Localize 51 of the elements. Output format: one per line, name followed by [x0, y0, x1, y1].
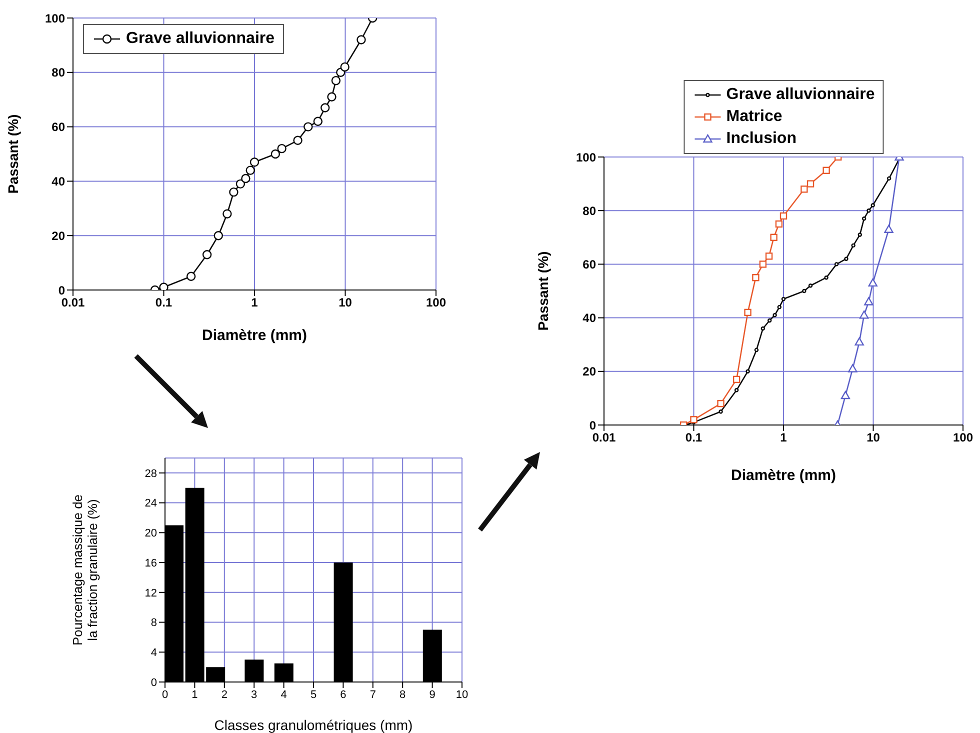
y-tick-label: 100: [44, 11, 66, 26]
x-tick-label: 4: [280, 688, 287, 701]
y-tick-label: 40: [52, 174, 66, 188]
x-tick-label: 10: [866, 430, 880, 445]
y-tick-label: 60: [52, 120, 66, 134]
x-tick-label: 8: [400, 688, 406, 701]
x-tick-label: 1: [192, 688, 198, 701]
y-tick-label: 20: [52, 228, 66, 243]
y-tick-label: 0: [58, 283, 66, 298]
x-tick-label: 100: [952, 430, 974, 445]
x-tick-label: 5: [310, 688, 317, 701]
x-tick-label: 100: [426, 296, 446, 310]
y-tick-label: 20: [144, 528, 157, 540]
x-tick-label: 1: [780, 430, 788, 445]
x-tick-label: 0.1: [685, 430, 702, 445]
y-axis-title: Passant (%): [535, 251, 551, 331]
y-tick-label: 80: [52, 66, 66, 80]
x-tick-label: 7: [370, 688, 376, 701]
y-tick-label: 8: [150, 617, 157, 630]
y-tick-label: 4: [150, 647, 157, 660]
legend-label: Inclusion: [726, 129, 796, 149]
x-tick-label: 9: [429, 688, 436, 701]
y-tick-label: 16: [144, 557, 157, 570]
x-tick-label: 0: [162, 688, 168, 701]
x-tick-label: 0.01: [592, 430, 616, 445]
y-tick-label: 80: [582, 204, 596, 218]
y-tick-label: 0: [150, 676, 157, 689]
y-tick-label: 40: [582, 311, 596, 326]
y-tick-label: 24: [144, 498, 157, 510]
x-tick-label: 3: [251, 688, 258, 701]
y-tick-label: 60: [582, 257, 596, 272]
y-tick-label: 12: [144, 587, 157, 600]
y-tick-label: 20: [582, 364, 596, 379]
y-axis-title: Pourcentage massique de la fraction granulaire (%): [70, 494, 100, 646]
x-tick-label: 10: [456, 688, 468, 701]
x-tick-label: 10: [338, 296, 352, 310]
legend-label: Matrice: [726, 107, 782, 127]
x-axis-title: Classes granulométriques (mm): [214, 717, 413, 733]
y-tick-label: 0: [589, 418, 596, 432]
x-tick-label: 1: [251, 296, 258, 310]
legend-label: Grave alluvionnaire: [126, 29, 275, 49]
x-tick-label: 6: [340, 688, 346, 701]
y-axis-title: Passant (%): [5, 114, 21, 194]
x-axis-title: Diamètre (mm): [730, 467, 836, 484]
x-tick-label: 0.01: [61, 296, 85, 310]
legend-label: Grave alluvionnaire: [726, 85, 875, 105]
x-axis-title: Diamètre (mm): [202, 327, 308, 344]
y-tick-label: 100: [576, 150, 596, 164]
y-tick-label: 28: [144, 468, 157, 480]
x-tick-label: 0.1: [155, 296, 172, 310]
x-tick-label: 2: [221, 688, 228, 701]
